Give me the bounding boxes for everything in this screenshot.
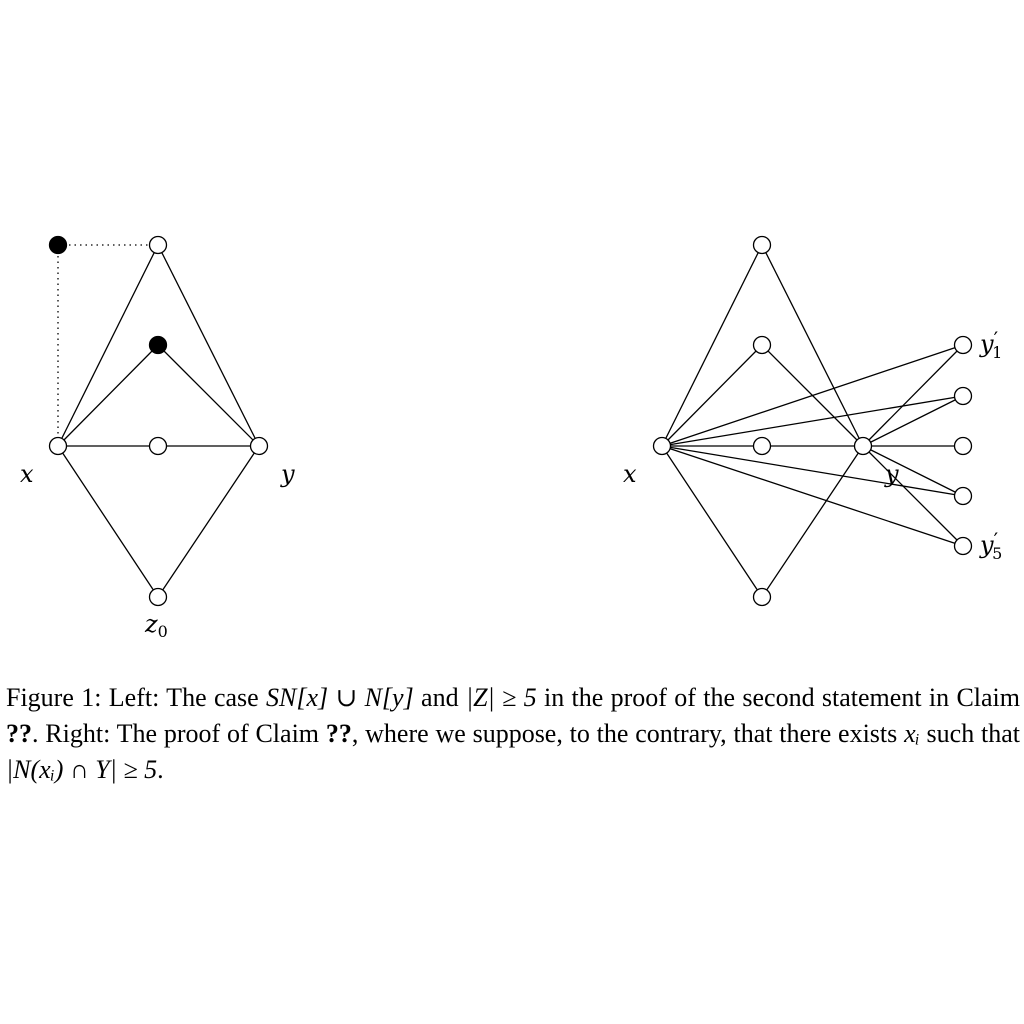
edge: [862, 445, 964, 547]
label-y1prime-base: y: [979, 330, 994, 358]
vertex: [953, 436, 973, 456]
vertex: [953, 486, 973, 506]
label-y5prime-base: y: [979, 531, 994, 559]
vertex: [148, 235, 168, 255]
edge: [57, 244, 159, 447]
label-z0-base: z: [144, 610, 158, 638]
label-y5prime-sub: 5: [992, 544, 1002, 563]
vertex-y: [249, 436, 269, 456]
vertex-filled: [48, 235, 68, 255]
edge: [661, 445, 763, 598]
graph-figure: x y z0 x y: [20, 235, 1002, 641]
caption-text: in the proof of the second statement in …: [536, 683, 1020, 712]
vertex-filled: [148, 335, 168, 355]
edge: [661, 244, 763, 447]
vertex: [953, 386, 973, 406]
label-y1prime-prime: ′: [994, 327, 999, 351]
caption-text: such that: [919, 719, 1020, 748]
caption-ref: ??: [325, 719, 352, 748]
edge: [157, 244, 260, 447]
vertex-y: [853, 436, 873, 456]
vertex: [148, 436, 168, 456]
label-z0: z0: [144, 610, 168, 641]
caption-math: |N(xᵢ) ∩ Y| ≥ 5: [6, 755, 158, 784]
edge: [661, 445, 964, 497]
vertex: [752, 235, 772, 255]
edge: [661, 445, 964, 547]
label-x: x: [20, 460, 34, 488]
edge: [157, 445, 260, 598]
edge: [862, 344, 964, 447]
caption-math: SN[x] ∪ N[y]: [266, 683, 414, 712]
edge: [661, 395, 964, 447]
figure-caption: Figure 1: Left: The case SN[x] ∪ N[y] an…: [6, 680, 1020, 788]
vertex-x: [48, 436, 68, 456]
caption-figure-label: Figure 1:: [6, 683, 102, 712]
edge: [57, 445, 159, 598]
edge: [57, 344, 159, 447]
vertex: [752, 587, 772, 607]
edge: [862, 445, 964, 497]
label-y1prime-sub: 1: [992, 343, 1002, 362]
edge: [661, 344, 763, 447]
edge: [761, 244, 864, 447]
vertex: [752, 335, 772, 355]
label-y1prime: y′ 1: [979, 327, 1002, 362]
right-graph: x y y′ 1 y′ 5: [623, 235, 1002, 607]
caption-math: |Z| ≥ 5: [465, 683, 537, 712]
vertex-z0: [148, 587, 168, 607]
label-z0-sub: 0: [158, 622, 168, 641]
caption-ref: ??: [6, 719, 32, 748]
edge: [157, 344, 260, 447]
caption-text: and: [413, 683, 466, 712]
edge: [761, 445, 864, 598]
label-x: x: [623, 460, 637, 488]
caption-text: .: [157, 755, 164, 784]
caption-text: , where we suppose, to the contrary, tha…: [351, 719, 905, 748]
caption-text: . Right: The proof of Claim: [32, 719, 326, 748]
left-graph: x y z0: [20, 235, 295, 641]
label-y: y: [280, 460, 295, 488]
label-y5prime-prime: ′: [994, 528, 999, 552]
label-y5prime: y′ 5: [979, 528, 1002, 563]
edge: [661, 344, 964, 447]
label-y: y: [884, 460, 899, 488]
caption-text: Left: The case: [101, 683, 267, 712]
caption-math: xᵢ: [904, 719, 920, 748]
vertex: [752, 436, 772, 456]
vertex-x: [652, 436, 672, 456]
vertex-y5prime: [953, 536, 973, 556]
edge: [862, 395, 964, 447]
vertex-y1prime: [953, 335, 973, 355]
